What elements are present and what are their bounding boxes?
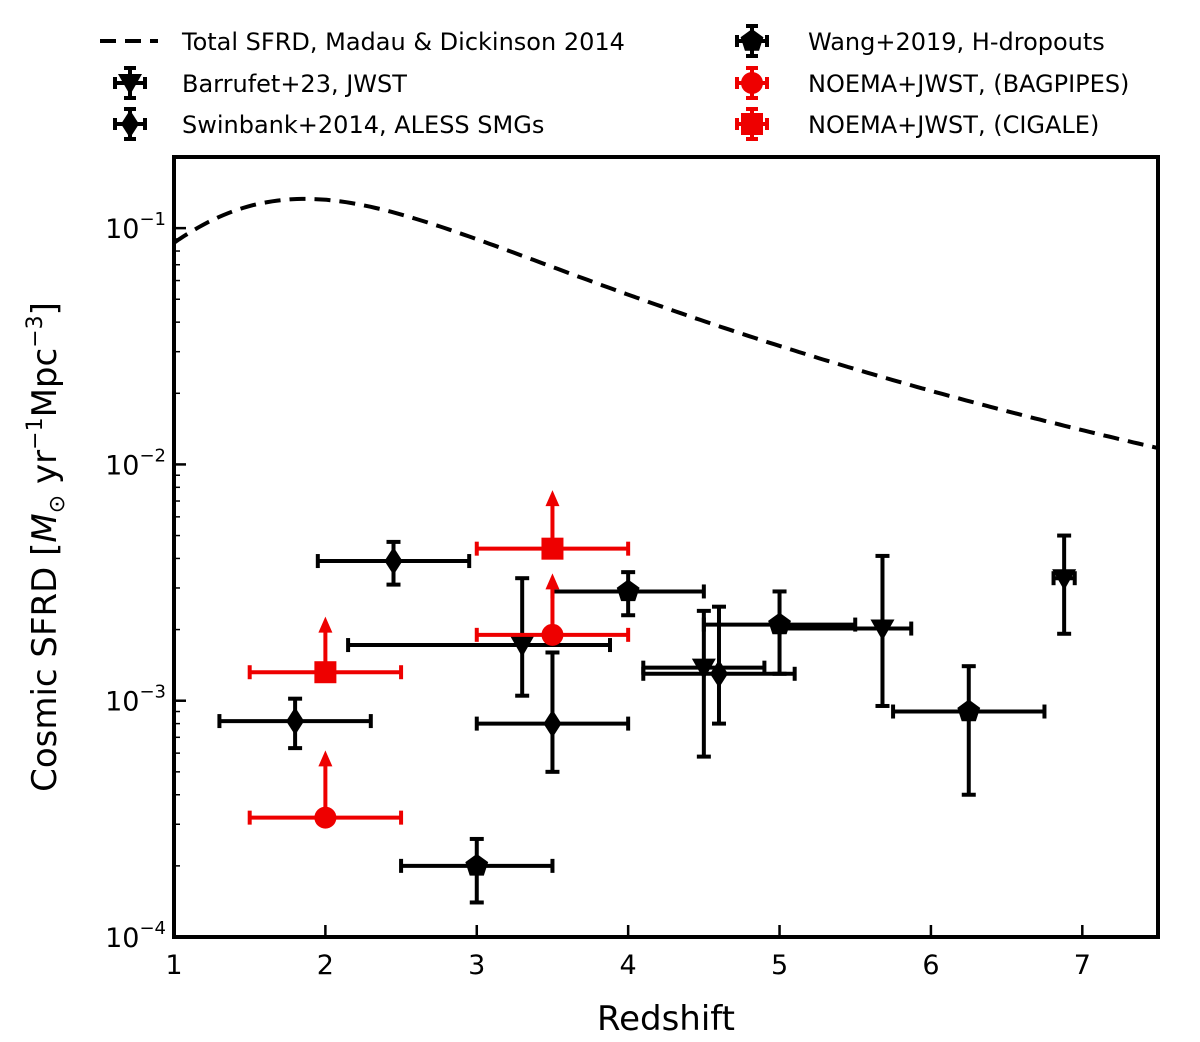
madau-dickinson-curve bbox=[172, 196, 1159, 451]
data-point-pentagon-1 bbox=[616, 579, 640, 602]
legend: Total SFRD, Madau & Dickinson 2014 Barruf… bbox=[100, 24, 1129, 141]
data-point-diamond-1 bbox=[384, 547, 403, 576]
y-tick-label-1: 10−3 bbox=[105, 682, 166, 718]
lower-limit-arrow-head bbox=[545, 573, 560, 590]
legend-label-5: NOEMA+JWST, (CIGALE) bbox=[808, 111, 1099, 139]
marks-layer bbox=[217, 490, 1077, 905]
y-tick-label-3: 10−1 bbox=[105, 209, 166, 245]
data-point-triangle-down-2 bbox=[870, 619, 895, 641]
data-point-pentagon-0 bbox=[465, 853, 489, 876]
data-point-diamond-0 bbox=[286, 707, 305, 736]
x-tick-label-2: 2 bbox=[317, 950, 334, 981]
legend-label-2: Swinbank+2014, ALESS SMGs bbox=[182, 111, 544, 139]
y-axis-title-yr: yr bbox=[25, 450, 65, 495]
data-point-triangle-down-3 bbox=[1052, 569, 1077, 591]
x-tick-label-5: 5 bbox=[771, 950, 788, 981]
y-axis-title-mpc-exp: −3 bbox=[23, 315, 48, 347]
y-tick-label-exp: −4 bbox=[139, 918, 166, 939]
y-tick-label-base: 10 bbox=[105, 450, 139, 481]
data-point-diamond-3 bbox=[709, 659, 728, 688]
data-point-circle-1 bbox=[541, 623, 564, 646]
y-tick-label-2: 10−2 bbox=[105, 445, 166, 481]
data-point-triangle-down-1 bbox=[691, 658, 716, 680]
legend-entry-5: NOEMA+JWST, (CIGALE) bbox=[735, 107, 1099, 141]
lower-limit-arrow-head bbox=[318, 616, 333, 633]
y-tick-label-base: 10 bbox=[105, 214, 139, 245]
x-tick-label-7: 7 bbox=[1074, 950, 1091, 981]
data-point-circle-0 bbox=[314, 806, 337, 829]
legend-entry-4: NOEMA+JWST, (BAGPIPES) bbox=[735, 66, 1129, 100]
x-tick-label-6: 6 bbox=[922, 950, 939, 981]
x-tick-label-3: 3 bbox=[468, 950, 485, 981]
legend-label-0: Total SFRD, Madau & Dickinson 2014 bbox=[181, 28, 625, 56]
legend-label-1: Barrufet+23, JWST bbox=[182, 70, 407, 98]
legend-marker-diamond bbox=[121, 110, 139, 138]
x-tick-label-4: 4 bbox=[620, 950, 637, 981]
data-point-triangle-down-0 bbox=[510, 636, 535, 658]
series-pentagon bbox=[399, 570, 1047, 905]
data-point-square-1 bbox=[541, 537, 564, 560]
y-tick-label-exp: −3 bbox=[139, 682, 166, 703]
y-axis-title: Cosmic SFRD [M⊙ yr−1Mpc−3] bbox=[23, 302, 70, 792]
y-axis-title-mpc: Mpc bbox=[25, 348, 65, 418]
x-axis-title: Redshift bbox=[597, 999, 735, 1039]
lower-limit-arrow-head bbox=[318, 750, 333, 767]
y-axis-title-msun: M bbox=[25, 513, 65, 542]
x-tick-label-1: 1 bbox=[165, 950, 182, 981]
legend-marker-pentagon bbox=[740, 29, 764, 51]
legend-marker-circle bbox=[741, 72, 763, 94]
y-tick-label-exp: −1 bbox=[139, 209, 166, 230]
legend-entry-2: Swinbank+2014, ALESS SMGs bbox=[113, 107, 544, 141]
y-tick-label-base: 10 bbox=[105, 923, 139, 954]
y-axis-title-sun-symbol: ⊙ bbox=[45, 495, 70, 513]
data-point-pentagon-2 bbox=[768, 612, 791, 635]
lower-limit-arrow-head bbox=[545, 490, 560, 507]
legend-label-4: NOEMA+JWST, (BAGPIPES) bbox=[808, 70, 1129, 98]
y-axis-title-prefix: Cosmic SFRD [ bbox=[25, 543, 65, 792]
data-point-square-0 bbox=[314, 661, 337, 684]
y-axis-title-suffix: ] bbox=[25, 302, 65, 315]
legend-label-3: Wang+2019, H-dropouts bbox=[808, 28, 1105, 56]
series-diamond bbox=[217, 539, 797, 774]
y-tick-label-base: 10 bbox=[105, 687, 139, 718]
legend-entry-0: Total SFRD, Madau & Dickinson 2014 bbox=[100, 28, 625, 56]
data-point-diamond-2 bbox=[543, 709, 562, 738]
series-circle bbox=[247, 573, 631, 829]
legend-marker-triangle-down bbox=[118, 74, 142, 95]
plot-frame bbox=[172, 155, 1160, 939]
legend-entry-1: Barrufet+23, JWST bbox=[113, 66, 407, 100]
legend-marker-square bbox=[741, 113, 763, 135]
series-square bbox=[247, 490, 631, 684]
y-tick-label-exp: −2 bbox=[139, 445, 166, 466]
y-axis-title-yr-exp: −1 bbox=[23, 417, 48, 449]
legend-entry-3: Wang+2019, H-dropouts bbox=[735, 24, 1105, 58]
y-tick-label-0: 10−4 bbox=[105, 918, 166, 954]
data-point-pentagon-3 bbox=[957, 699, 981, 722]
curve-layer bbox=[172, 196, 1159, 451]
axes-layer: 1 2 3 4 5 6 710−410−310−210−1 bbox=[105, 209, 1091, 981]
